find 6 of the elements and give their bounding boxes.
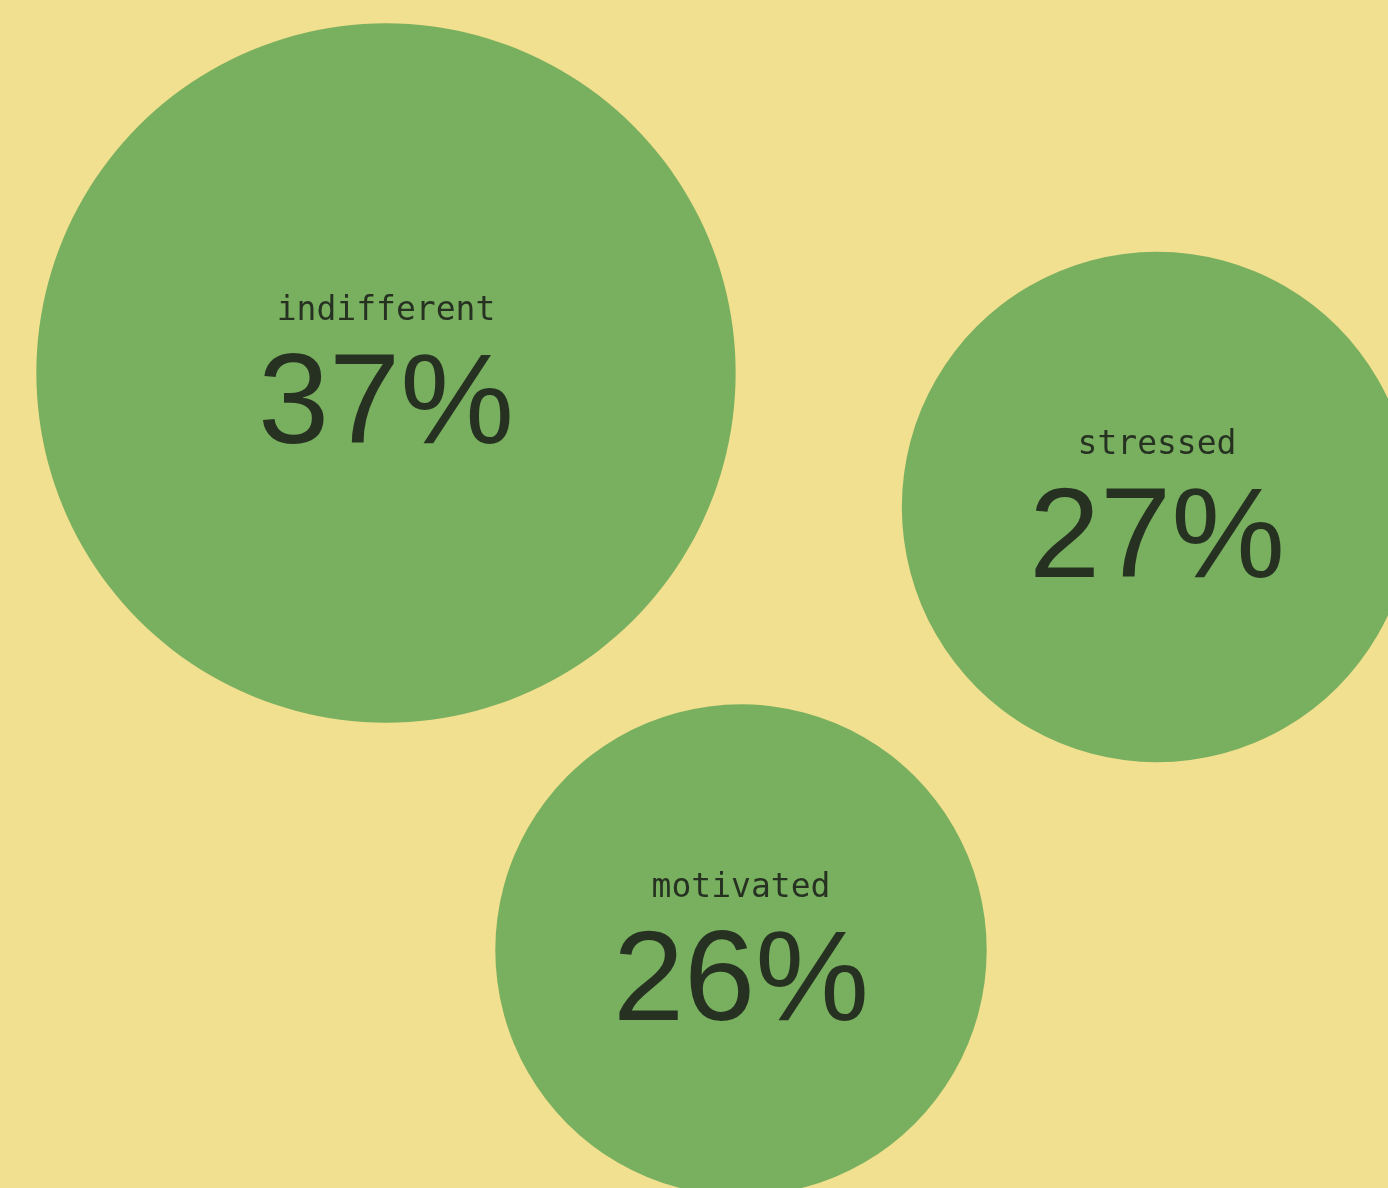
data-label: 27%: [1028, 460, 1286, 604]
category-label: stressed: [1077, 422, 1237, 462]
data-label: 26%: [612, 903, 870, 1047]
category-label: indifferent: [276, 288, 496, 328]
data-label: 37%: [257, 326, 515, 470]
category-label: motivated: [651, 865, 831, 905]
